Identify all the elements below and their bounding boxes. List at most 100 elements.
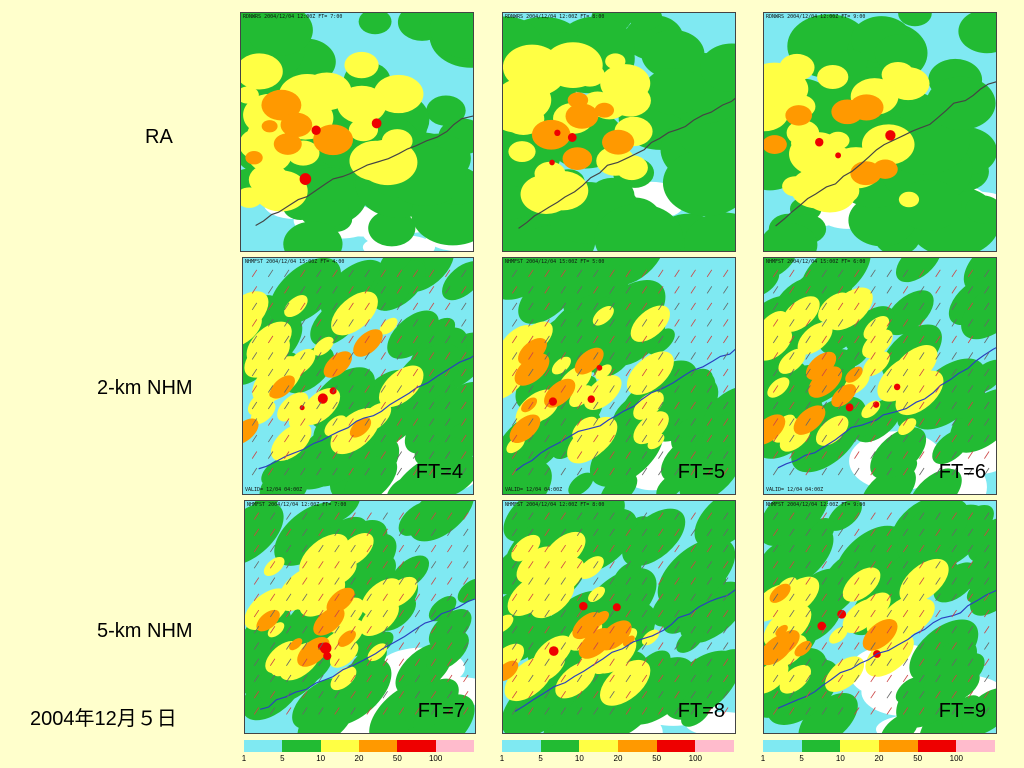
wind-barb xyxy=(398,561,405,569)
wind-barb xyxy=(461,286,467,294)
rain-cell xyxy=(368,210,416,247)
wind-barb xyxy=(706,418,713,426)
wind-barb xyxy=(870,528,876,537)
wind-barb xyxy=(837,561,844,569)
wind-barb xyxy=(772,561,779,569)
wind-barb xyxy=(772,434,779,443)
wind-barb xyxy=(886,674,892,683)
wind-barb xyxy=(300,467,306,476)
wind-barb xyxy=(935,544,941,553)
wind-barb xyxy=(805,335,811,344)
wind-barb xyxy=(528,544,534,553)
rain-cell xyxy=(764,523,834,591)
legend-swatch xyxy=(618,740,657,752)
wind-barb xyxy=(461,434,467,443)
rain-cell xyxy=(633,411,669,445)
legend-tick-label: 10 xyxy=(835,754,845,763)
wind-barb xyxy=(447,707,453,715)
wind-barb xyxy=(576,302,583,311)
wind-barb xyxy=(854,335,860,344)
wind-barb xyxy=(366,642,372,650)
wind-barb xyxy=(690,512,696,520)
rain-cell xyxy=(263,556,285,577)
wind-barb xyxy=(332,319,338,327)
wind-barb xyxy=(625,691,631,699)
wind-barb xyxy=(805,451,811,459)
wind-barb xyxy=(870,286,876,294)
wind-barb xyxy=(641,302,648,311)
wind-barb xyxy=(984,642,990,650)
wind-barb xyxy=(593,577,599,585)
wind-barb xyxy=(576,269,583,278)
wind-barb xyxy=(412,368,419,377)
rain-cell xyxy=(259,459,307,494)
rain-cell xyxy=(503,258,565,300)
wind-barb xyxy=(837,593,844,601)
rain-cell xyxy=(243,291,269,339)
ft-label: FT=7 xyxy=(417,700,465,722)
legend-tick-label: 5 xyxy=(280,754,285,763)
wind-barb xyxy=(316,335,322,344)
wind-barb xyxy=(919,512,925,520)
wind-barb xyxy=(625,385,631,393)
wind-barb xyxy=(609,544,615,553)
wind-barb xyxy=(902,434,909,443)
wind-barb xyxy=(870,418,876,426)
wind-barb xyxy=(919,544,925,553)
wind-barb xyxy=(821,368,827,377)
wind-barb xyxy=(396,319,403,327)
wind-barb xyxy=(414,512,421,520)
wind-barb xyxy=(723,385,729,393)
wind-barb xyxy=(269,528,276,537)
wind-barb xyxy=(302,593,308,601)
wind-barb xyxy=(837,434,844,443)
wind-barb xyxy=(528,385,534,393)
legend-swatch xyxy=(282,740,321,752)
wind-barb xyxy=(641,593,648,601)
wind-barb xyxy=(902,593,909,601)
coastline xyxy=(514,589,735,712)
rain-cell xyxy=(785,105,813,126)
wind-barb xyxy=(723,401,729,410)
wind-barb xyxy=(984,434,990,443)
wind-barb xyxy=(348,269,354,278)
rain-cell xyxy=(297,694,355,733)
wind-barb xyxy=(984,626,990,634)
wind-barb xyxy=(967,352,974,360)
wind-barb xyxy=(805,467,811,476)
rain-cell xyxy=(543,531,586,571)
rain-cell xyxy=(808,366,843,398)
wind-barb xyxy=(641,512,648,520)
wind-barb xyxy=(658,626,664,634)
rain-cell xyxy=(779,664,812,694)
wind-barb xyxy=(674,451,680,459)
wind-barb xyxy=(609,434,615,443)
wind-barb xyxy=(789,401,795,410)
wind-barb xyxy=(674,528,680,537)
wind-barb xyxy=(334,626,340,634)
wind-barb xyxy=(332,335,338,344)
wind-barb xyxy=(674,609,680,618)
wind-barb xyxy=(723,368,729,377)
rain-cell xyxy=(566,695,615,733)
wind-barb xyxy=(984,593,990,601)
wind-barb xyxy=(984,385,990,393)
wind-barb xyxy=(251,352,258,360)
wind-barb xyxy=(837,302,844,311)
wind-barb xyxy=(528,609,534,618)
wind-barb xyxy=(919,335,925,344)
wind-barb xyxy=(935,401,941,410)
wind-barb xyxy=(870,544,876,553)
wind-barb xyxy=(380,335,386,344)
rain-cell xyxy=(428,596,457,622)
wind-barb xyxy=(837,707,844,715)
legend-swatch xyxy=(320,740,359,752)
wind-barb xyxy=(706,626,713,634)
legend-swatch xyxy=(358,740,398,752)
legend-swatch xyxy=(656,740,696,752)
wind-barb xyxy=(690,577,696,585)
wind-barb xyxy=(412,319,419,327)
wind-barb xyxy=(528,319,534,327)
wind-barb xyxy=(789,593,795,601)
rain-cell xyxy=(970,574,996,616)
